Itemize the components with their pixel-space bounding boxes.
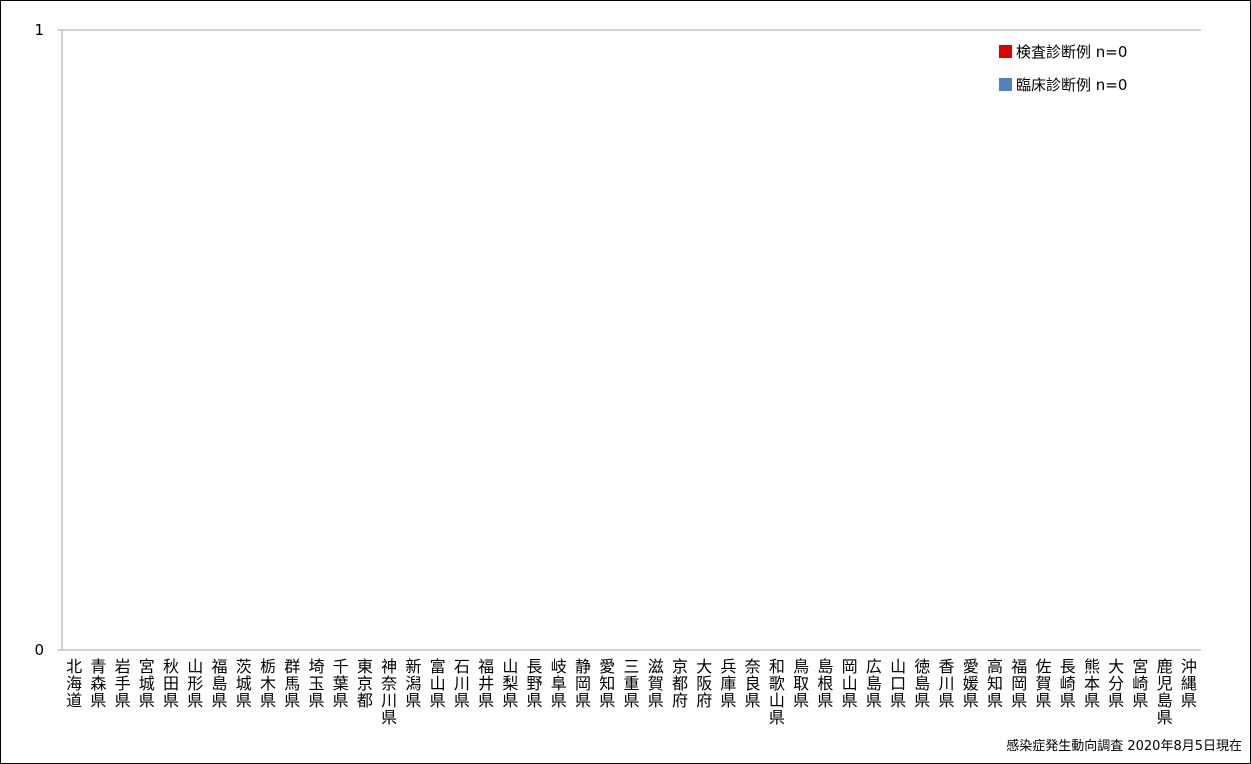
x-category-label: 高知県 (987, 657, 1003, 710)
x-category-label: 京都府 (672, 657, 688, 710)
x-category-label: 石川県 (454, 657, 470, 710)
x-category-label: 秋田県 (163, 657, 179, 710)
chart-legend: 検査診断例 n=0 臨床診断例 n=0 (999, 43, 1127, 94)
x-category-label: 新潟県 (405, 657, 421, 710)
x-category-label: 香川県 (939, 657, 955, 710)
x-category-label: 北海道 (66, 657, 82, 710)
x-category-label: 長崎県 (1060, 657, 1076, 710)
x-category-label: 三重県 (623, 657, 639, 710)
x-category-label: 愛媛県 (963, 657, 979, 710)
x-category-label: 茨城県 (236, 657, 252, 710)
x-category-label: 岐阜県 (551, 657, 567, 710)
y-tick-label: 0 (34, 641, 44, 659)
x-category-label: 大分県 (1108, 657, 1124, 710)
x-category-label: 山梨県 (502, 657, 518, 710)
y-tick-labels: 01 (34, 21, 44, 659)
x-category-label: 大阪府 (696, 657, 712, 710)
x-category-label: 徳島県 (914, 657, 930, 710)
x-category-label: 福島県 (212, 657, 228, 710)
x-category-label: 岡山県 (842, 657, 858, 710)
x-category-label: 和歌山県 (769, 657, 785, 727)
x-category-label: 長野県 (527, 657, 543, 710)
x-category-label: 群馬県 (284, 657, 300, 710)
x-category-label: 鳥取県 (793, 657, 809, 710)
x-category-label: 神奈川県 (381, 657, 397, 727)
x-category-label: 静岡県 (575, 657, 591, 710)
y-tick-label: 1 (34, 21, 44, 39)
x-category-label: 熊本県 (1084, 657, 1100, 710)
x-category-label: 山口県 (890, 657, 906, 710)
x-category-label: 千葉県 (333, 657, 349, 710)
chart-axes (58, 29, 1201, 651)
x-category-label: 福井県 (478, 657, 494, 710)
x-category-label: 愛知県 (599, 657, 615, 710)
x-category-label: 広島県 (866, 657, 882, 710)
x-category-label: 兵庫県 (720, 657, 736, 710)
x-category-label: 宮崎県 (1132, 657, 1148, 710)
x-category-label: 東京都 (357, 657, 373, 710)
x-category-labels: 北海道青森県岩手県宮城県秋田県山形県福島県茨城県栃木県群馬県埼玉県千葉県東京都神… (66, 657, 1197, 727)
x-category-label: 富山県 (430, 657, 446, 710)
x-category-label: 岩手県 (115, 657, 131, 710)
x-category-label: 沖縄県 (1181, 657, 1197, 710)
x-category-label: 福岡県 (1011, 657, 1027, 710)
source-note: 感染症発生動向調査 2020年8月5日現在 (1006, 738, 1242, 754)
x-category-label: 青森県 (90, 657, 106, 710)
legend-label: 検査診断例 n=0 (1016, 43, 1127, 61)
x-category-label: 山形県 (187, 657, 203, 710)
x-category-label: 鹿児島県 (1157, 657, 1173, 727)
x-category-label: 埼玉県 (308, 657, 324, 710)
legend-swatch (999, 45, 1012, 58)
x-category-label: 島根県 (817, 657, 833, 710)
legend-swatch (999, 78, 1012, 91)
x-category-label: 栃木県 (260, 657, 276, 710)
x-category-label: 奈良県 (745, 657, 761, 710)
x-category-label: 滋賀県 (648, 657, 664, 710)
x-category-label: 宮城県 (139, 657, 155, 710)
x-category-label: 佐賀県 (1035, 657, 1051, 710)
legend-label: 臨床診断例 n=0 (1016, 76, 1127, 94)
